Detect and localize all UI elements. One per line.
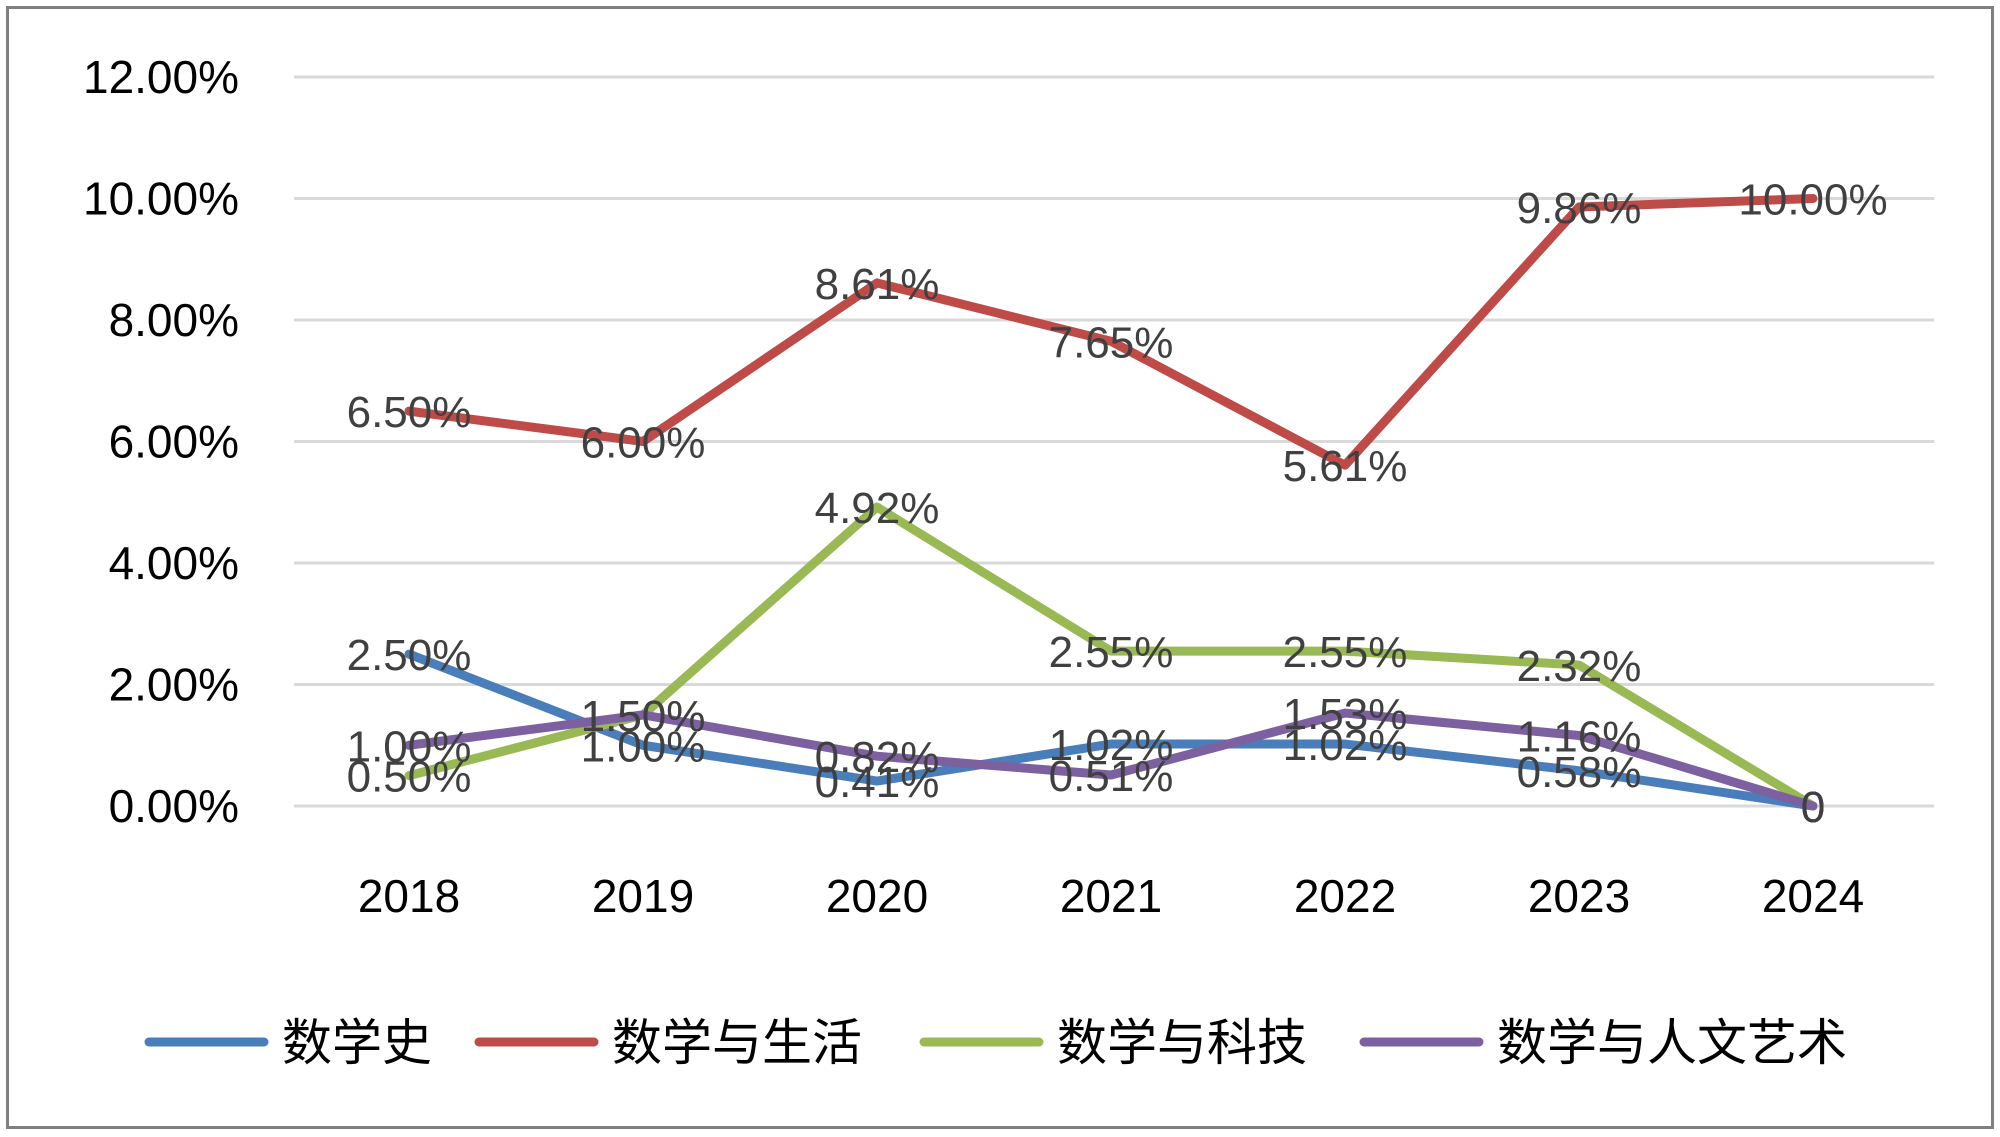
y-tick-label: 12.00% bbox=[83, 51, 239, 103]
series-line-1 bbox=[404, 649, 1818, 811]
data-label: 0.50% bbox=[347, 753, 472, 802]
line-chart: 0.00% 2.00% 4.00% 6.00% 8.00% 10.00% 12.00% 20… bbox=[83, 51, 1934, 1072]
data-label: 8.61% bbox=[815, 260, 940, 309]
data-label: 2.55% bbox=[1049, 628, 1174, 677]
data-label: 2.50% bbox=[347, 631, 472, 680]
data-label: 5.61% bbox=[1283, 442, 1408, 491]
x-tick-label: 2022 bbox=[1294, 870, 1396, 922]
data-label: 1.00% bbox=[581, 722, 706, 771]
data-label: 1.50% bbox=[581, 692, 706, 741]
data-label: 0 bbox=[1801, 783, 1825, 832]
data-label: 9.86% bbox=[1517, 184, 1642, 233]
data-label: 0.51% bbox=[1049, 752, 1174, 801]
data-label: 1.53% bbox=[1283, 690, 1408, 739]
data-label: 1.00% bbox=[347, 722, 472, 771]
x-axis: 2018 2019 2020 2021 2022 2023 2024 bbox=[358, 870, 1864, 922]
series-line-2 bbox=[404, 194, 1818, 470]
gridlines bbox=[294, 75, 1934, 808]
data-label: 1.02% bbox=[1049, 721, 1174, 770]
legend-label: 数学史 bbox=[282, 1014, 432, 1072]
y-tick-label: 10.00% bbox=[83, 173, 239, 225]
x-tick-label: 2019 bbox=[592, 870, 694, 922]
chart-frame: 0.00% 2.00% 4.00% 6.00% 8.00% 10.00% 12.00% 20… bbox=[6, 6, 1994, 1129]
legend: 数学史 数学与生活 数学与科技 数学与人文艺术 bbox=[144, 1014, 1847, 1072]
data-labels: 2.50% 1.00% 0.41% 1.02% 1.02% 0.58% 0 6.50% 6.00… bbox=[347, 176, 1888, 833]
data-label: 2.55% bbox=[1283, 628, 1408, 677]
series-lines bbox=[404, 194, 1818, 811]
data-label: 1.02% bbox=[1283, 721, 1408, 770]
series-line-4 bbox=[404, 708, 1818, 811]
data-label: 1.50% bbox=[581, 692, 706, 741]
y-tick-label: 8.00% bbox=[109, 294, 239, 346]
data-label: 0 bbox=[1801, 783, 1825, 832]
data-label: 6.00% bbox=[581, 419, 706, 468]
y-tick-label: 6.00% bbox=[109, 416, 239, 468]
legend-label: 数学与科技 bbox=[1057, 1014, 1307, 1072]
data-label: 4.92% bbox=[815, 484, 940, 533]
x-tick-label: 2020 bbox=[826, 870, 928, 922]
data-label: 0 bbox=[1801, 783, 1825, 832]
legend-label: 数学与生活 bbox=[612, 1014, 862, 1072]
data-label: 2.32% bbox=[1517, 642, 1642, 691]
y-tick-label: 2.00% bbox=[109, 659, 239, 711]
x-tick-label: 2018 bbox=[358, 870, 460, 922]
data-label: 10.00% bbox=[1738, 176, 1887, 225]
data-label: 0.82% bbox=[815, 733, 940, 782]
legend-label: 数学与人文艺术 bbox=[1497, 1014, 1847, 1072]
data-label: 7.65% bbox=[1049, 318, 1174, 367]
y-tick-label: 0.00% bbox=[109, 780, 239, 832]
x-tick-label: 2021 bbox=[1060, 870, 1162, 922]
data-label: 6.50% bbox=[347, 388, 472, 437]
data-label: 0.58% bbox=[1517, 748, 1642, 797]
data-label: 0.41% bbox=[815, 758, 940, 807]
x-tick-label: 2024 bbox=[1762, 870, 1864, 922]
y-tick-label: 4.00% bbox=[109, 537, 239, 589]
x-tick-label: 2023 bbox=[1528, 870, 1630, 922]
y-axis: 0.00% 2.00% 4.00% 6.00% 8.00% 10.00% 12.00% bbox=[83, 51, 239, 832]
data-label: 1.16% bbox=[1517, 713, 1642, 762]
